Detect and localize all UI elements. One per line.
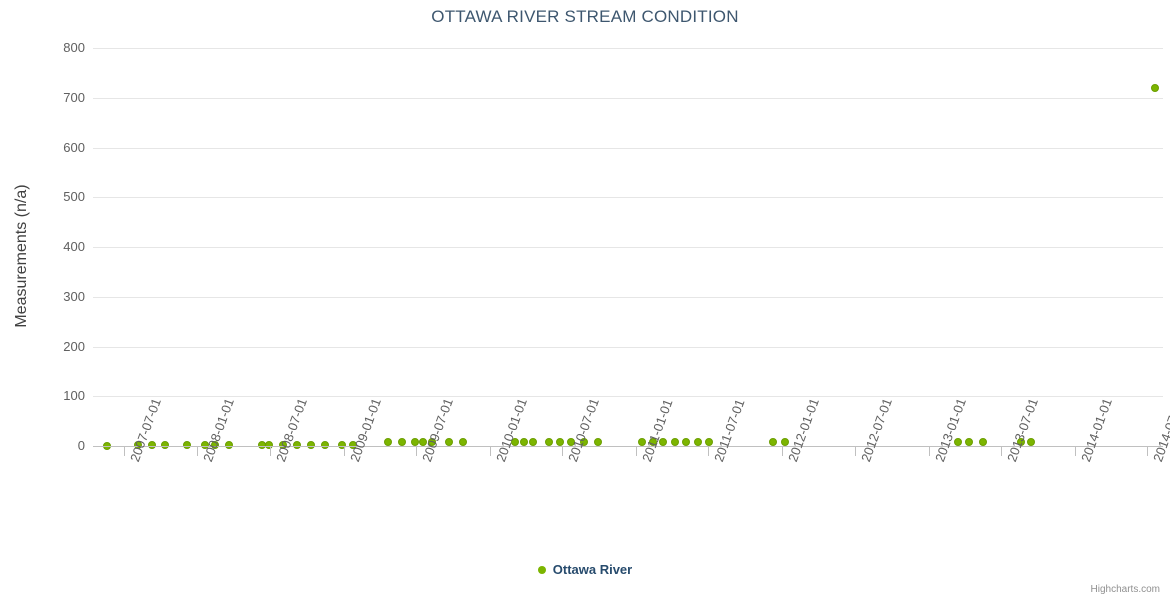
x-axis-tick-mark bbox=[1000, 447, 1002, 456]
chart-title: OTTAWA RIVER STREAM CONDITION bbox=[431, 7, 739, 26]
gridline-y bbox=[93, 147, 1163, 149]
y-axis-tick-label: 700 bbox=[63, 89, 85, 105]
data-point[interactable] bbox=[964, 438, 973, 447]
data-point[interactable] bbox=[321, 441, 330, 449]
gridline-y bbox=[93, 296, 1163, 298]
data-point[interactable] bbox=[681, 438, 690, 447]
x-axis-tick-mark bbox=[782, 447, 784, 456]
x-axis-tick-mark bbox=[123, 447, 125, 456]
y-axis-tick-label: 300 bbox=[63, 288, 85, 304]
y-axis-tick-label: 400 bbox=[63, 239, 85, 254]
y-axis-tick-label: 600 bbox=[63, 139, 85, 155]
data-point[interactable] bbox=[279, 441, 288, 449]
data-point[interactable] bbox=[593, 438, 602, 447]
data-point[interactable] bbox=[511, 438, 520, 447]
y-axis-tick-label: 500 bbox=[63, 189, 85, 205]
data-point[interactable] bbox=[566, 438, 575, 447]
gridline-y bbox=[93, 346, 1163, 348]
x-axis-tick-mark bbox=[489, 447, 491, 456]
legend-item[interactable]: Ottawa River bbox=[537, 562, 633, 577]
x-axis-tick-mark bbox=[708, 447, 710, 456]
plot-area bbox=[93, 48, 1163, 450]
data-point[interactable] bbox=[397, 438, 406, 447]
x-axis-line bbox=[93, 446, 1163, 447]
data-point[interactable] bbox=[1027, 438, 1036, 447]
gridline-y bbox=[93, 396, 1163, 398]
data-point[interactable] bbox=[338, 441, 347, 449]
data-point[interactable] bbox=[769, 438, 778, 447]
data-point[interactable] bbox=[133, 441, 142, 449]
data-point[interactable] bbox=[148, 441, 157, 449]
x-axis-tick-mark bbox=[562, 447, 564, 456]
data-point[interactable] bbox=[225, 441, 234, 449]
data-point[interactable] bbox=[648, 438, 657, 447]
data-point[interactable] bbox=[265, 441, 274, 449]
x-axis-tick-mark bbox=[928, 447, 930, 456]
chart-legend: Ottawa River bbox=[0, 562, 1170, 577]
data-point[interactable] bbox=[704, 438, 713, 447]
data-point[interactable] bbox=[659, 438, 668, 447]
data-point[interactable] bbox=[528, 438, 537, 447]
gridline-y bbox=[93, 97, 1163, 99]
data-point[interactable] bbox=[637, 438, 646, 447]
data-point[interactable] bbox=[670, 438, 679, 447]
data-point[interactable] bbox=[292, 441, 301, 449]
data-point[interactable] bbox=[411, 438, 420, 447]
data-point[interactable] bbox=[780, 438, 789, 447]
y-axis-tick-label: 0 bbox=[77, 438, 85, 453]
data-point[interactable] bbox=[458, 438, 467, 447]
x-axis-tick-mark bbox=[270, 447, 272, 456]
data-point[interactable] bbox=[428, 438, 437, 447]
legend-marker-icon bbox=[537, 565, 546, 574]
data-point[interactable] bbox=[694, 438, 703, 447]
data-point[interactable] bbox=[306, 441, 315, 449]
data-point[interactable] bbox=[953, 438, 962, 447]
y-axis-tick-labels: 0 100 200 300 400 500 600 700 800 bbox=[0, 0, 85, 600]
gridline-y bbox=[93, 48, 1163, 49]
legend-item-label: Ottawa River bbox=[552, 562, 633, 577]
y-axis-tick-label: 800 bbox=[63, 40, 85, 55]
x-axis-tick-mark bbox=[854, 447, 856, 456]
data-point[interactable] bbox=[182, 441, 191, 449]
data-point[interactable] bbox=[979, 438, 988, 447]
data-point[interactable] bbox=[580, 438, 589, 447]
x-axis-tick-mark bbox=[416, 447, 418, 456]
gridline-y bbox=[93, 247, 1163, 248]
x-axis-tick-mark bbox=[343, 447, 345, 456]
data-point[interactable] bbox=[520, 438, 529, 447]
data-point[interactable] bbox=[419, 438, 428, 447]
data-point[interactable] bbox=[555, 438, 564, 447]
x-axis-tick-mark bbox=[1074, 447, 1076, 456]
data-point[interactable] bbox=[444, 438, 453, 447]
data-point[interactable] bbox=[201, 441, 210, 449]
data-point[interactable] bbox=[544, 438, 553, 447]
highcharts-credit-link[interactable]: Highcharts.com bbox=[1090, 584, 1160, 595]
gridline-y bbox=[93, 197, 1163, 199]
y-axis-tick-label: 100 bbox=[63, 388, 85, 404]
x-axis-tick-mark bbox=[197, 447, 199, 456]
y-axis-tick-label: 200 bbox=[63, 338, 85, 354]
data-point[interactable] bbox=[211, 441, 220, 449]
data-point[interactable] bbox=[103, 441, 111, 450]
x-axis-tick-mark bbox=[1146, 447, 1148, 456]
data-point[interactable] bbox=[1016, 438, 1025, 447]
data-point[interactable] bbox=[349, 441, 358, 449]
data-point[interactable] bbox=[161, 441, 170, 449]
x-axis-tick-mark bbox=[636, 447, 637, 456]
data-point[interactable] bbox=[383, 438, 392, 447]
data-point[interactable] bbox=[1150, 83, 1159, 92]
